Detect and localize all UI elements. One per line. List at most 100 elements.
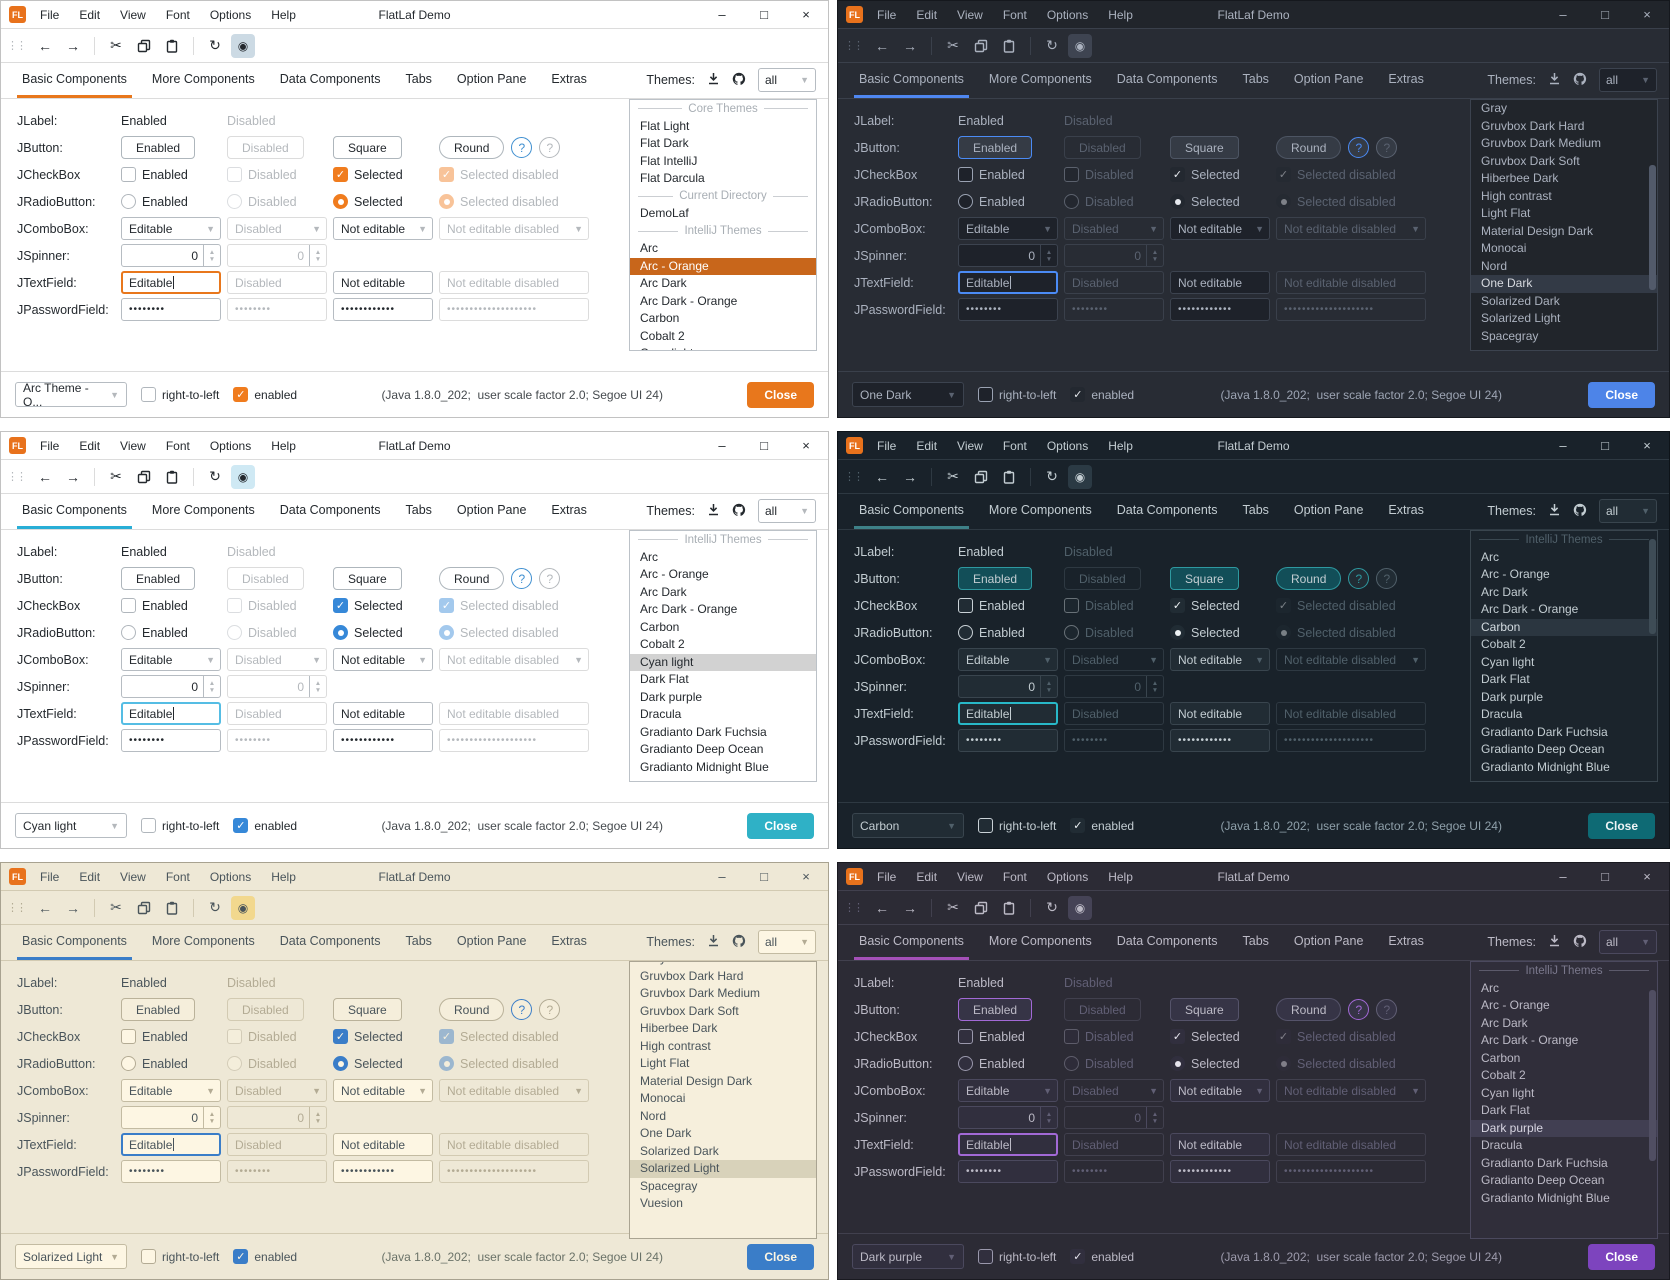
eye-toggle-button[interactable]: ◉ xyxy=(1068,464,1092,489)
help-button-primary[interactable]: ? xyxy=(511,137,533,158)
spinner-arrows-icon[interactable]: ▲ ▼ xyxy=(203,245,220,266)
theme-list-item[interactable]: Gradianto Dark Fuchsia xyxy=(640,724,767,739)
radio-selected[interactable]: Selected xyxy=(333,194,403,209)
theme-list-item[interactable]: Arc Dark xyxy=(640,276,687,290)
square-button[interactable]: Square xyxy=(333,567,402,590)
theme-list-item[interactable]: Carbon xyxy=(1481,1050,1521,1065)
back-button[interactable]: ← xyxy=(33,896,57,920)
menu-view[interactable]: View xyxy=(957,869,983,884)
theme-list-item[interactable]: One Dark xyxy=(1471,275,1657,293)
menu-help[interactable]: Help xyxy=(1108,438,1133,453)
theme-list-item[interactable]: Cyan light xyxy=(630,345,816,350)
help-button-primary[interactable]: ? xyxy=(511,999,533,1020)
theme-list-item[interactable]: Cobalt 2 xyxy=(640,328,685,343)
tab-data-components[interactable]: Data Components xyxy=(279,72,381,86)
close-button[interactable]: Close xyxy=(747,812,814,839)
rtl-checkbox[interactable]: ✓right-to-left xyxy=(978,818,1056,833)
enabled-button[interactable]: Enabled xyxy=(121,136,196,159)
tab-data-components[interactable]: Data Components xyxy=(1116,934,1218,948)
forward-button[interactable]: → xyxy=(61,465,85,489)
combobox-not-editable[interactable]: Not editable ▼ xyxy=(333,648,433,671)
enabled-checkbox[interactable]: ✓ enabled xyxy=(1070,387,1134,402)
tab-tabs[interactable]: Tabs xyxy=(405,934,432,948)
passwordfield-enabled[interactable]: •••••••• xyxy=(121,1160,221,1183)
theme-list-item[interactable]: Arc Dark xyxy=(1481,584,1528,599)
rtl-checkbox[interactable]: ✓right-to-left xyxy=(141,387,219,402)
paste-button[interactable] xyxy=(997,34,1021,58)
minimize-button[interactable]: – xyxy=(718,7,726,22)
textfield-editable[interactable]: Editable xyxy=(958,1133,1058,1156)
tab-option-pane[interactable]: Option Pane xyxy=(456,503,527,517)
square-button[interactable]: Square xyxy=(333,998,402,1021)
toolbar-grip-handle[interactable]: ⋮⋮ xyxy=(844,902,864,914)
paste-button[interactable] xyxy=(160,34,184,58)
theme-filter-combobox[interactable]: all ▼ xyxy=(1599,930,1657,954)
help-button-secondary[interactable]: ? xyxy=(539,999,561,1020)
toolbar-grip-handle[interactable]: ⋮⋮ xyxy=(7,471,27,483)
theme-list-item[interactable]: One Dark xyxy=(640,1126,692,1140)
theme-list-item[interactable]: High contrast xyxy=(640,1038,711,1053)
radio-selected[interactable]: Selected xyxy=(333,625,403,640)
radio-selected[interactable]: Selected xyxy=(333,1056,403,1071)
theme-list-item[interactable]: Gradianto Midnight Blue xyxy=(640,759,769,774)
theme-filter-combobox[interactable]: all ▼ xyxy=(1599,68,1657,92)
maximize-button[interactable]: □ xyxy=(760,438,768,453)
round-button[interactable]: Round xyxy=(1276,136,1342,159)
enabled-checkbox[interactable]: ✓ enabled xyxy=(233,818,297,833)
theme-list-item[interactable]: Gruvbox Dark Soft xyxy=(1481,153,1580,168)
menu-help[interactable]: Help xyxy=(271,7,296,22)
theme-list[interactable]: IntelliJ Themes Arc Arc - Orange Arc Dark Ar… xyxy=(629,530,817,782)
menu-font[interactable]: Font xyxy=(1002,438,1027,453)
back-button[interactable]: ← xyxy=(870,896,894,920)
theme-list-item[interactable]: Arc Dark xyxy=(640,584,687,599)
tab-extras[interactable]: Extras xyxy=(1388,934,1424,948)
theme-list-item[interactable]: Cyan light xyxy=(1481,1085,1535,1100)
combobox-not-editable[interactable]: Not editable ▼ xyxy=(1170,648,1270,671)
minimize-button[interactable]: – xyxy=(1559,869,1567,884)
menu-options[interactable]: Options xyxy=(1046,7,1089,22)
close-window-button[interactable]: × xyxy=(802,438,810,453)
passwordfield-enabled[interactable]: •••••••• xyxy=(121,729,221,752)
spinner-arrows-icon[interactable]: ▲ ▼ xyxy=(1040,676,1057,697)
combobox-editable[interactable]: Editable ▼ xyxy=(958,648,1058,671)
checkbox-selected[interactable]: ✓ Selected xyxy=(1170,598,1240,613)
github-button[interactable] xyxy=(1573,934,1587,951)
maximize-button[interactable]: □ xyxy=(1601,438,1609,453)
menu-file[interactable]: File xyxy=(877,438,897,453)
forward-button[interactable]: → xyxy=(61,896,85,920)
tab-option-pane[interactable]: Option Pane xyxy=(1293,934,1364,948)
forward-button[interactable]: → xyxy=(61,34,85,58)
theme-list-item[interactable]: Solarized Light xyxy=(630,1160,816,1178)
tab-extras[interactable]: Extras xyxy=(551,72,587,86)
tab-tabs[interactable]: Tabs xyxy=(405,503,432,517)
list-scrollbar[interactable] xyxy=(1649,165,1656,290)
download-themes-button[interactable] xyxy=(707,503,720,519)
textfield-editable[interactable]: Editable xyxy=(958,702,1058,725)
theme-list[interactable]: IntelliJ Themes Arc Arc - Orange Arc Dark Ar… xyxy=(1470,530,1658,782)
copy-button[interactable] xyxy=(969,465,993,489)
github-button[interactable] xyxy=(732,934,746,951)
menu-view[interactable]: View xyxy=(120,7,146,22)
tab-basic-components[interactable]: Basic Components xyxy=(854,495,969,529)
combobox-editable[interactable]: Editable ▼ xyxy=(958,217,1058,240)
copy-button[interactable] xyxy=(969,34,993,58)
theme-filter-combobox[interactable]: all ▼ xyxy=(758,930,816,954)
close-button[interactable]: Close xyxy=(747,381,814,408)
theme-list-item[interactable]: Carbon xyxy=(640,619,680,634)
checkbox-enabled[interactable]: ✓Enabled xyxy=(121,598,188,613)
combobox-not-editable[interactable]: Not editable ▼ xyxy=(333,217,433,240)
menu-file[interactable]: File xyxy=(40,438,60,453)
tab-data-components[interactable]: Data Components xyxy=(279,503,381,517)
theme-list-item[interactable]: Dracula xyxy=(1481,1138,1523,1152)
textfield-not-editable[interactable]: Not editable xyxy=(333,271,433,294)
help-button-secondary[interactable]: ? xyxy=(539,137,561,158)
checkbox-enabled[interactable]: ✓Enabled xyxy=(958,1029,1025,1044)
close-window-button[interactable]: × xyxy=(1643,438,1651,453)
tab-extras[interactable]: Extras xyxy=(1388,72,1424,86)
back-button[interactable]: ← xyxy=(33,34,57,58)
toolbar-grip-handle[interactable]: ⋮⋮ xyxy=(7,902,27,914)
close-button[interactable]: Close xyxy=(1588,812,1655,839)
theme-list-item[interactable]: Gruvbox Dark Medium xyxy=(640,986,761,1000)
enabled-checkbox[interactable]: ✓ enabled xyxy=(233,387,297,402)
menu-options[interactable]: Options xyxy=(209,438,252,453)
